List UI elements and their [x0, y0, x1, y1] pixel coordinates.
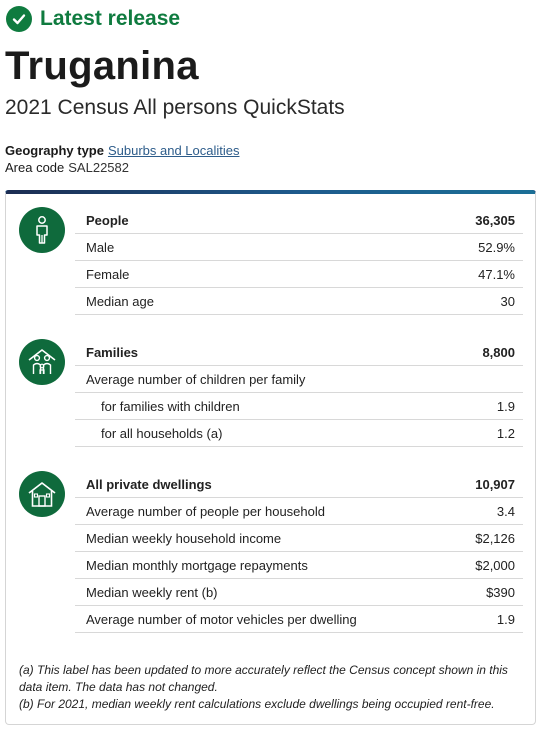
row-label: Average number of people per household	[86, 503, 325, 519]
latest-release-label: Latest release	[40, 7, 181, 30]
geography-type-line: Geography type Suburbs and Localities	[5, 142, 240, 159]
quickstats-card: People 36,305 Male 52.9% Female 47.1% Me…	[5, 190, 536, 725]
row-label: Median monthly mortgage repayments	[86, 557, 308, 573]
families-heading-row: Families 8,800	[75, 339, 523, 366]
table-row: Median age 30	[75, 288, 523, 315]
row-label: Median weekly rent (b)	[86, 584, 218, 600]
family-icon	[19, 339, 65, 385]
people-heading-row: People 36,305	[75, 207, 523, 234]
table-row: for families with children 1.9	[75, 393, 523, 420]
table-row: Average number of children per family	[75, 366, 523, 393]
table-row: Average number of motor vehicles per dwe…	[75, 606, 523, 633]
check-circle-icon	[6, 6, 32, 32]
footnote-b: (b) For 2021, median weekly rent calcula…	[19, 697, 495, 711]
area-code-value: SAL22582	[68, 160, 129, 175]
row-value: 1.2	[496, 425, 515, 441]
area-code-label: Area code	[5, 160, 65, 175]
row-value: 3.4	[496, 503, 515, 519]
row-value: 1.9	[496, 398, 515, 414]
card-top-bar	[6, 190, 535, 194]
row-value: 47.1%	[478, 266, 515, 282]
people-heading: People	[86, 212, 129, 228]
row-label: Median age	[86, 293, 154, 309]
geography-info: Geography type Suburbs and Localities Are…	[5, 142, 240, 176]
row-label: for families with children	[101, 398, 240, 414]
dwellings-heading-row: All private dwellings 10,907	[75, 471, 523, 498]
table-row: Median monthly mortgage repayments $2,00…	[75, 552, 523, 579]
geography-type-label: Geography type	[5, 143, 104, 158]
row-label: Median weekly household income	[86, 530, 282, 546]
row-value: 30	[500, 293, 515, 309]
latest-release-badge: Latest release	[6, 6, 180, 32]
table-row: for all households (a) 1.2	[75, 420, 523, 447]
footnote-a: (a) This label has been updated to more …	[19, 663, 508, 694]
row-label: Male	[86, 239, 115, 255]
row-label: Average number of children per family	[86, 371, 306, 387]
page-subtitle: 2021 Census All persons QuickStats	[5, 96, 345, 119]
dwellings-total: 10,907	[475, 476, 515, 492]
row-label: Average number of motor vehicles per dwe…	[86, 611, 357, 627]
row-value: 1.9	[496, 611, 515, 627]
families-heading: Families	[86, 344, 139, 360]
table-row: Median weekly household income $2,126	[75, 525, 523, 552]
dwellings-heading: All private dwellings	[86, 476, 212, 492]
house-icon	[19, 471, 65, 517]
families-section: Families 8,800 Average number of childre…	[75, 339, 523, 447]
row-value: $390	[486, 584, 515, 600]
person-icon	[19, 207, 65, 253]
row-value: $2,000	[475, 557, 515, 573]
row-label: Female	[86, 266, 130, 282]
families-total: 8,800	[482, 344, 515, 360]
area-code-line: Area code SAL22582	[5, 159, 240, 176]
row-label: for all households (a)	[101, 425, 223, 441]
people-section: People 36,305 Male 52.9% Female 47.1% Me…	[75, 207, 523, 315]
table-row: Female 47.1%	[75, 261, 523, 288]
footnotes: (a) This label has been updated to more …	[19, 662, 524, 713]
page-title: Truganina	[5, 44, 199, 88]
row-value: 52.9%	[478, 239, 515, 255]
row-value: $2,126	[475, 530, 515, 546]
table-row: Male 52.9%	[75, 234, 523, 261]
people-total: 36,305	[475, 212, 515, 228]
table-row: Average number of people per household 3…	[75, 498, 523, 525]
dwellings-section: All private dwellings 10,907 Average num…	[75, 471, 523, 633]
table-row: Median weekly rent (b) $390	[75, 579, 523, 606]
geography-type-link[interactable]: Suburbs and Localities	[107, 143, 240, 158]
